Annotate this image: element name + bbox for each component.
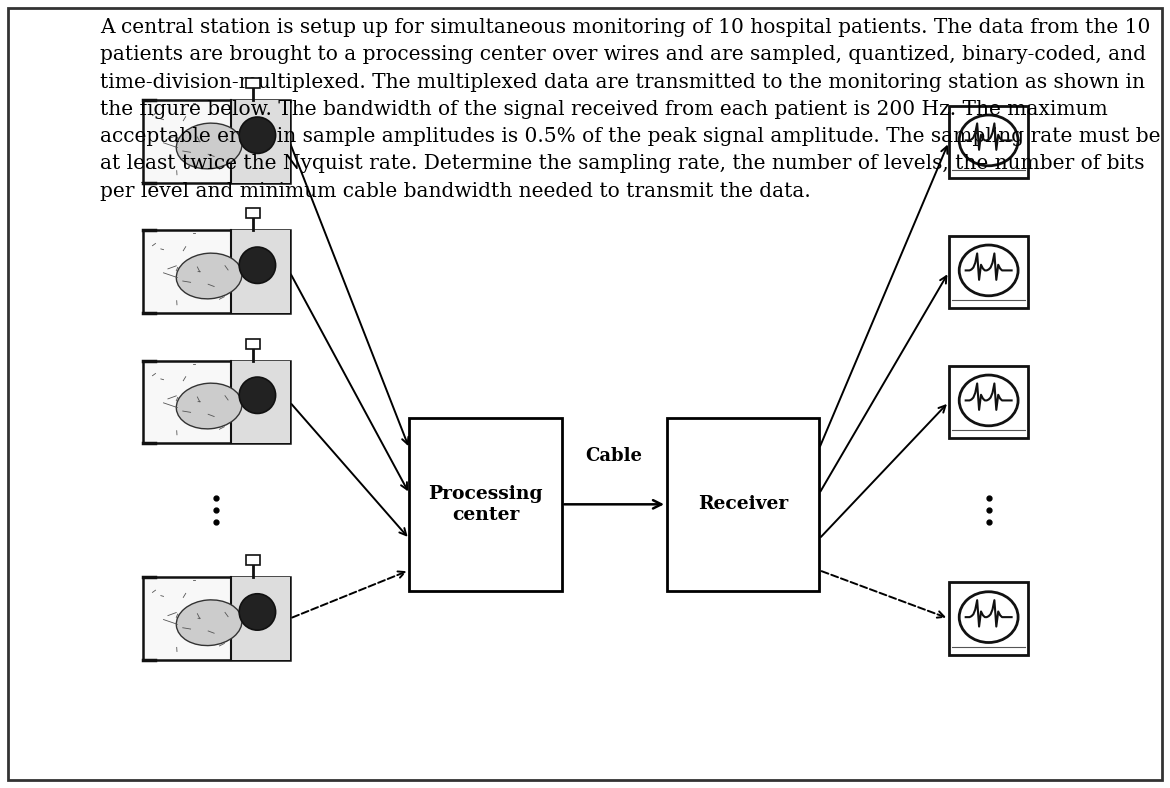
- Circle shape: [239, 247, 276, 284]
- Bar: [230, 231, 290, 314]
- Circle shape: [239, 117, 276, 154]
- Bar: [143, 101, 290, 184]
- Text: A central station is setup up for simultaneous monitoring of 10 hospital patient: A central station is setup up for simult…: [99, 18, 1161, 200]
- Bar: [410, 418, 562, 591]
- Bar: [247, 556, 261, 565]
- Bar: [230, 361, 290, 444]
- Bar: [143, 231, 290, 314]
- Ellipse shape: [959, 592, 1018, 642]
- Ellipse shape: [177, 253, 242, 299]
- Bar: [143, 361, 290, 444]
- Bar: [247, 339, 261, 348]
- Bar: [949, 106, 1028, 178]
- Bar: [667, 418, 819, 591]
- Bar: [230, 578, 290, 660]
- Ellipse shape: [959, 115, 1018, 165]
- Text: Receiver: Receiver: [697, 496, 789, 513]
- Bar: [949, 582, 1028, 655]
- Ellipse shape: [177, 123, 242, 169]
- Circle shape: [239, 594, 276, 630]
- Bar: [143, 578, 290, 660]
- Text: Cable: Cable: [586, 448, 642, 465]
- Bar: [247, 79, 261, 88]
- Bar: [949, 366, 1028, 438]
- Bar: [949, 236, 1028, 308]
- Bar: [230, 101, 290, 184]
- Circle shape: [239, 377, 276, 414]
- Text: Processing
center: Processing center: [428, 485, 543, 524]
- Ellipse shape: [177, 600, 242, 645]
- Ellipse shape: [959, 245, 1018, 296]
- Ellipse shape: [177, 383, 242, 429]
- Bar: [247, 209, 261, 218]
- Ellipse shape: [959, 375, 1018, 426]
